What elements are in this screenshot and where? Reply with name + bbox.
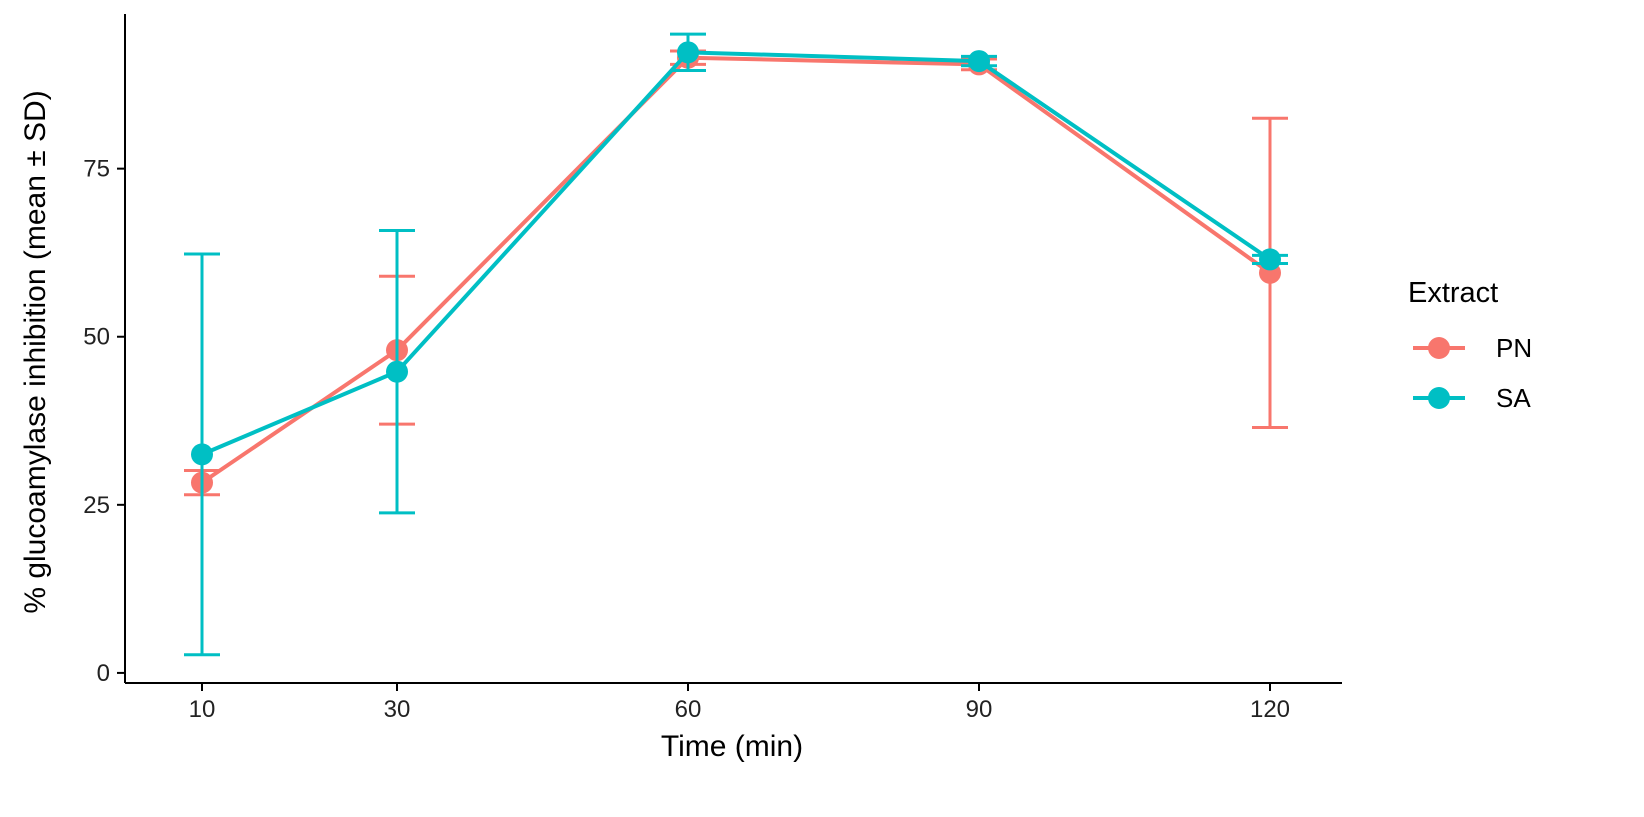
data-point bbox=[1259, 248, 1281, 271]
data-point bbox=[968, 50, 990, 73]
series-sa bbox=[184, 32, 1288, 657]
x-tick-label: 10 bbox=[189, 696, 216, 723]
series-pn bbox=[184, 46, 1288, 497]
axes bbox=[124, 14, 1342, 684]
legend-key-point bbox=[1428, 337, 1450, 359]
legend-key-point bbox=[1428, 387, 1450, 409]
data-point bbox=[677, 41, 699, 64]
x-tick-label: 90 bbox=[966, 696, 993, 723]
x-axis-title: Time (min) bbox=[661, 730, 803, 763]
data-point bbox=[191, 443, 213, 466]
x-tick-label: 120 bbox=[1250, 696, 1290, 723]
y-axis-title: % glucoamylase inhibition (mean ± SD) bbox=[19, 90, 52, 613]
legend-label: SA bbox=[1496, 383, 1531, 413]
x-ticks: 10 30 60 90 120 bbox=[189, 683, 1290, 723]
legend-item-pn: PN bbox=[1413, 333, 1532, 363]
y-tick-label: 50 bbox=[83, 324, 110, 351]
y-ticks: 0 25 50 75 bbox=[83, 156, 125, 687]
data-point bbox=[386, 360, 408, 383]
series-line bbox=[200, 55, 1272, 485]
y-tick-label: 75 bbox=[83, 156, 110, 183]
y-tick-label: 0 bbox=[97, 660, 110, 687]
legend-title: Extract bbox=[1408, 277, 1498, 309]
x-tick-label: 60 bbox=[675, 696, 702, 723]
legend-item-sa: SA bbox=[1413, 383, 1531, 413]
legend: Extract PN SA bbox=[1408, 277, 1532, 413]
series-line bbox=[201, 50, 1272, 457]
y-tick-label: 25 bbox=[83, 492, 110, 519]
legend-label: PN bbox=[1496, 333, 1532, 363]
x-tick-label: 30 bbox=[384, 696, 411, 723]
series-layer bbox=[184, 32, 1288, 657]
